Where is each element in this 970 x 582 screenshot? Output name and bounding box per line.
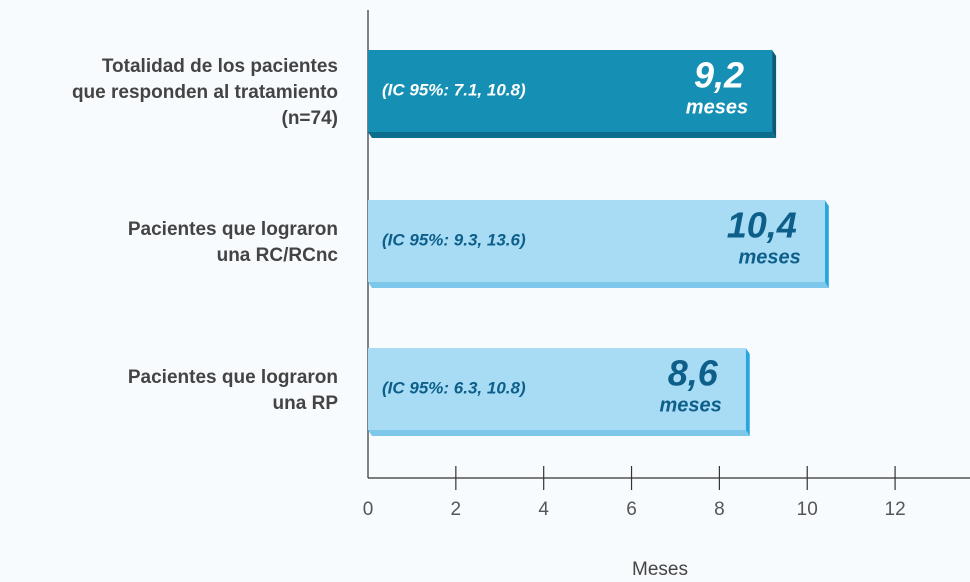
bar-side bbox=[772, 50, 777, 138]
bar bbox=[368, 348, 750, 436]
category-label: Pacientes que lograron una RP bbox=[127, 367, 338, 414]
value-label: 8,6 bbox=[668, 353, 719, 394]
bar-bottom bbox=[368, 282, 829, 288]
x-tick-label: 6 bbox=[626, 499, 637, 520]
x-axis-label: Meses bbox=[632, 559, 688, 580]
unit-label: meses bbox=[686, 96, 748, 118]
annotation: (IC 95%: 6.3, 10.8) bbox=[382, 378, 526, 397]
bar bbox=[368, 200, 829, 288]
bar-side bbox=[824, 200, 829, 288]
category-label: Totalidad de los pacientes que responden… bbox=[71, 56, 338, 129]
x-tick-label: 10 bbox=[797, 499, 818, 520]
bar-face bbox=[368, 348, 746, 430]
x-tick-label: 0 bbox=[363, 499, 374, 520]
unit-label: meses bbox=[659, 394, 721, 416]
annotation: (IC 95%: 7.1, 10.8) bbox=[382, 80, 526, 99]
value-label: 10,4 bbox=[727, 205, 797, 246]
unit-label: meses bbox=[739, 246, 801, 268]
x-tick-label: 8 bbox=[714, 499, 725, 520]
bar bbox=[368, 50, 777, 138]
category-label: Pacientes que lograron una RC/RCnc bbox=[127, 219, 338, 266]
bar-face bbox=[368, 50, 773, 132]
x-tick-label: 2 bbox=[451, 499, 462, 520]
value-label: 9,2 bbox=[694, 55, 744, 96]
bar-face bbox=[368, 200, 825, 282]
bar-bottom bbox=[368, 430, 750, 436]
x-tick-label: 12 bbox=[885, 499, 906, 520]
bar-bottom bbox=[368, 132, 777, 138]
annotation: (IC 95%: 9.3, 13.6) bbox=[382, 230, 526, 249]
x-tick-label: 4 bbox=[538, 499, 549, 520]
bar-side bbox=[745, 348, 750, 436]
